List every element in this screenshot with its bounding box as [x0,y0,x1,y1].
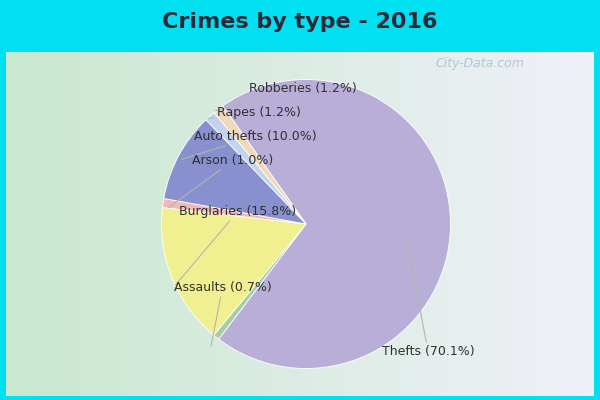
Text: Robberies (1.2%): Robberies (1.2%) [215,82,357,111]
Wedge shape [214,106,306,224]
Wedge shape [206,112,306,224]
Text: City-Data.com: City-Data.com [436,58,524,70]
Wedge shape [218,80,451,368]
Text: Auto thefts (10.0%): Auto thefts (10.0%) [182,130,317,159]
Text: Arson (1.0%): Arson (1.0%) [169,154,274,208]
Wedge shape [164,120,306,224]
Text: Thefts (70.1%): Thefts (70.1%) [382,236,475,358]
Text: Rapes (1.2%): Rapes (1.2%) [208,106,301,119]
Wedge shape [161,208,306,335]
Wedge shape [163,198,306,224]
Wedge shape [214,224,306,339]
Text: Burglaries (15.8%): Burglaries (15.8%) [175,206,296,285]
Text: Assaults (0.7%): Assaults (0.7%) [173,281,271,346]
Text: Crimes by type - 2016: Crimes by type - 2016 [162,12,438,32]
